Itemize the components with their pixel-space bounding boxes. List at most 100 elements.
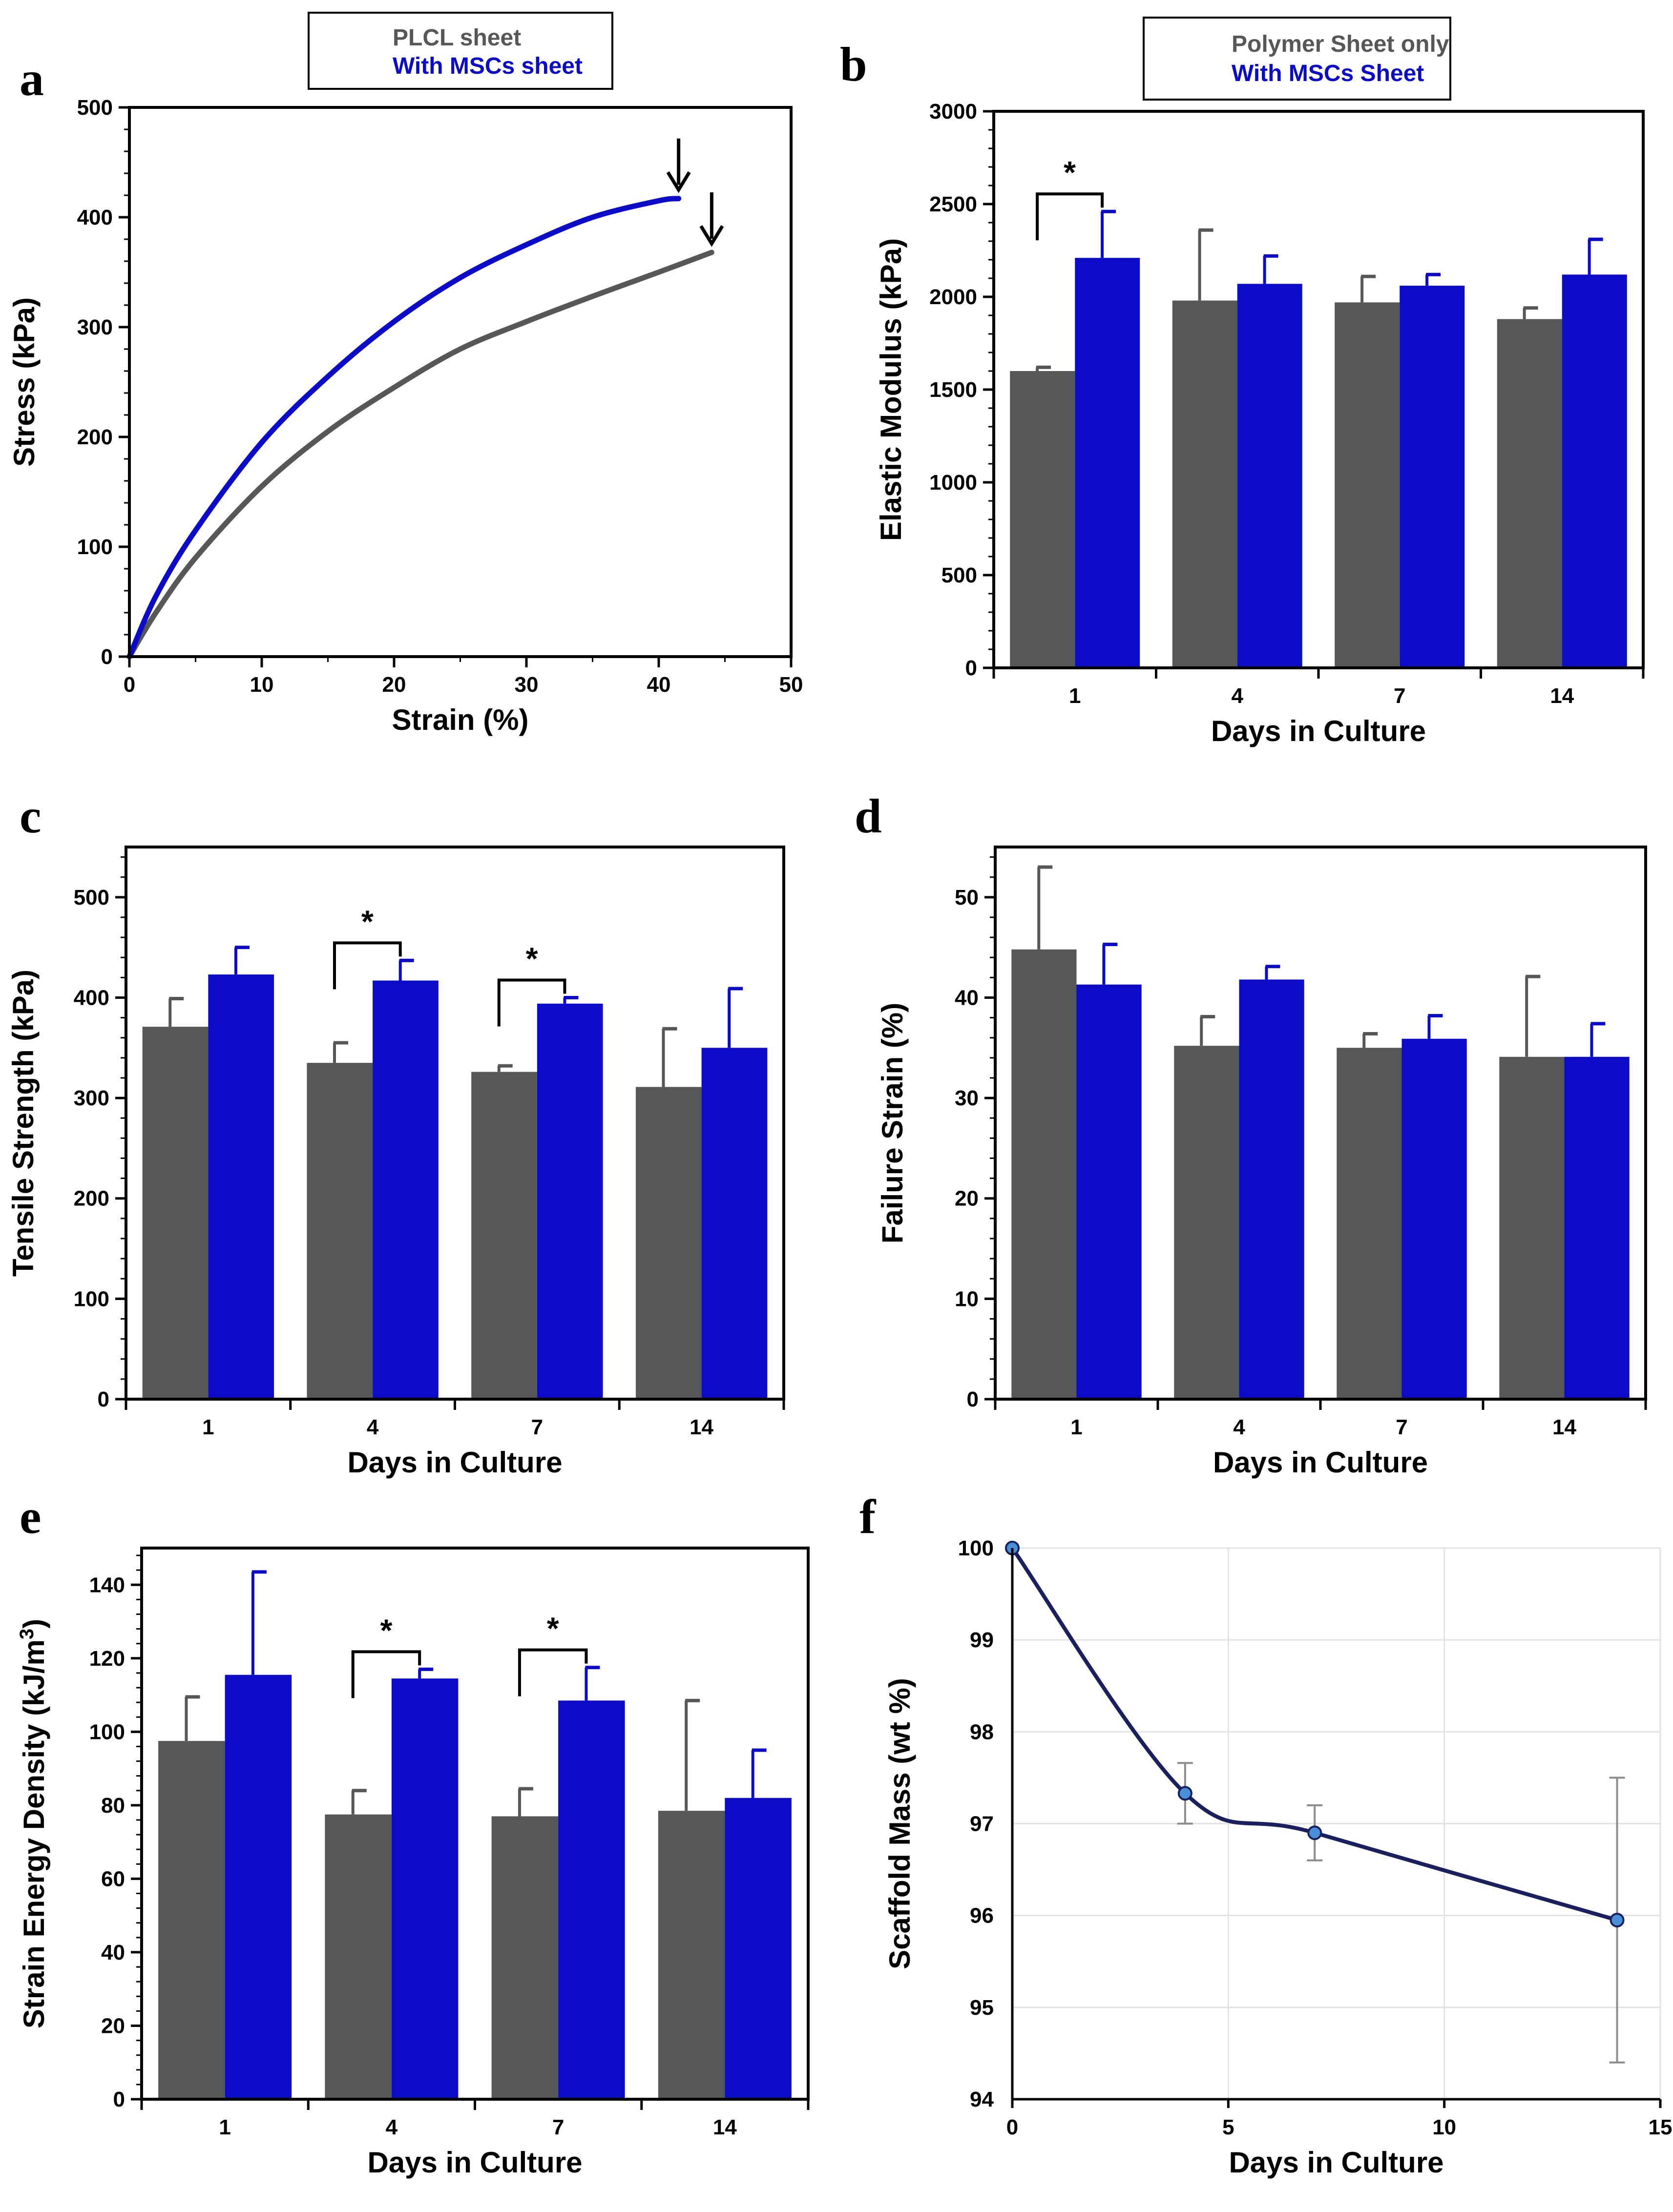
y-tick-label: 200 [77, 425, 113, 449]
line-with-mscs-sheet [126, 196, 682, 660]
bar-mscs-day-14 [701, 1048, 768, 1399]
y-tick-label: 20 [101, 2014, 125, 2038]
y-tick-label: 97 [970, 1812, 994, 1836]
bar-mscs-day-14 [1564, 1056, 1630, 1399]
bar-polymer-day-1 [1011, 949, 1077, 1399]
y-tick-label: 2500 [929, 192, 977, 216]
y-tick-label: 50 [955, 886, 979, 910]
x-tick-label: 7 [552, 2115, 564, 2139]
y-tick-label: 500 [941, 563, 977, 587]
legend-label: PLCL sheet [393, 25, 521, 51]
data-point-day-4 [1177, 1786, 1192, 1801]
y-tick-label: 96 [970, 1904, 994, 1928]
x-tick-label: 1 [202, 1415, 214, 1439]
y-tick-label: 99 [970, 1628, 994, 1652]
x-tick-label: 7 [1394, 684, 1405, 708]
panel-letter-a: a [20, 52, 44, 106]
bar-mscs-day-1 [1076, 984, 1142, 1399]
x-tick-label: 14 [1552, 1415, 1576, 1439]
panel-letter-d: d [855, 789, 882, 843]
bar-mscs-day-7 [537, 1003, 603, 1399]
significance-star: * [1064, 155, 1076, 190]
x-tick-label: 4 [367, 1415, 379, 1439]
bar-polymer-day-14 [1497, 319, 1562, 668]
y-tick-label: 400 [77, 206, 113, 229]
legend-box-b [1143, 17, 1451, 101]
y-tick-label: 2000 [929, 285, 977, 309]
x-tick-label: 15 [1649, 2115, 1673, 2139]
line-plcl-sheet [126, 249, 714, 660]
x-tick-label: 10 [1432, 2115, 1456, 2139]
panel-f-ylabel: Scaffold Mass (wt %) [883, 1678, 916, 1969]
y-tick-label: 140 [89, 1573, 125, 1597]
bar-mscs-day-1 [1075, 258, 1140, 668]
y-tick-label: 0 [113, 2088, 125, 2111]
x-tick-label: 1 [219, 2115, 230, 2139]
y-tick-label: 500 [77, 96, 113, 120]
bar-polymer-day-14 [658, 1811, 725, 2099]
panel-f-xlabel: Days in Culture [1229, 2146, 1443, 2179]
y-tick-label: 60 [101, 1867, 125, 1891]
panel-letter-c: c [20, 789, 41, 843]
y-tick-label: 300 [74, 1086, 109, 1110]
bar-polymer-day-4 [1172, 300, 1237, 668]
bar-polymer-day-7 [471, 1072, 537, 1399]
x-tick-label: 14 [690, 1415, 713, 1439]
legend-box-a [308, 12, 613, 90]
ylabel-end: ) [18, 1619, 50, 1629]
panel-b-ylabel: Elastic Modulus (kPa) [875, 238, 907, 541]
x-tick-label: 4 [1232, 684, 1244, 708]
x-tick-label: 1 [1070, 1415, 1082, 1439]
scaffold-mass-line [1010, 1547, 1618, 1922]
y-tick-label: 80 [101, 1794, 125, 1818]
panel-a-xlabel: Strain (%) [392, 703, 528, 736]
significance-bracket [497, 978, 566, 1027]
legend-label: With MSCs Sheet [1232, 61, 1424, 86]
panel-e-ylabel: Strain Energy Density (kJ/m3) [16, 1619, 50, 2028]
y-tick-label: 3000 [929, 100, 977, 124]
y-tick-label: 100 [958, 1536, 994, 1560]
bar-polymer-day-4 [307, 1063, 373, 1399]
y-tick-label: 100 [89, 1720, 125, 1744]
panel-letter-f: f [859, 1489, 877, 1544]
significance-star: * [361, 904, 374, 939]
significance-star: * [526, 941, 538, 976]
x-tick-label: 1 [1069, 684, 1081, 708]
panel-b-xlabel: Days in Culture [1211, 715, 1426, 747]
x-tick-label: 10 [250, 673, 274, 697]
x-tick-label: 0 [1006, 2115, 1018, 2139]
y-tick-label: 94 [970, 2088, 994, 2111]
x-tick-label: 4 [386, 2115, 398, 2139]
y-tick-label: 40 [955, 986, 979, 1010]
panel-a-ylabel: Stress (kPa) [8, 297, 41, 467]
bar-polymer-day-1 [158, 1741, 225, 2099]
bar-mscs-day-1 [225, 1675, 292, 2099]
significance-bracket [518, 1648, 588, 1696]
y-tick-label: 500 [74, 886, 109, 910]
y-tick-label: 300 [77, 315, 113, 339]
bar-mscs-day-7 [1401, 1038, 1467, 1399]
y-tick-label: 120 [89, 1647, 125, 1671]
y-tick-label: 400 [74, 986, 109, 1010]
bar-mscs-day-14 [725, 1798, 792, 2099]
bar-polymer-day-7 [1337, 1048, 1402, 1399]
x-tick-label: 14 [1550, 684, 1574, 708]
bar-mscs-day-4 [373, 980, 439, 1399]
significance-star: * [380, 1612, 393, 1648]
x-tick-label: 5 [1222, 2115, 1234, 2139]
panel-a-frame [128, 106, 793, 658]
bar-polymer-day-14 [1499, 1056, 1565, 1399]
panel-d-ylabel: Failure Strain (%) [876, 1003, 909, 1243]
legend-label: With MSCs sheet [393, 53, 583, 79]
bar-polymer-day-4 [1174, 1046, 1239, 1399]
data-point-day-14 [1610, 1913, 1625, 1928]
significance-star: * [547, 1611, 559, 1646]
x-tick-label: 20 [382, 673, 406, 697]
y-tick-label: 100 [77, 535, 113, 559]
panel-letter-b: b [840, 37, 867, 91]
x-tick-label: 50 [779, 673, 803, 697]
x-tick-label: 7 [531, 1415, 543, 1439]
bar-mscs-day-14 [1562, 274, 1627, 668]
bar-polymer-day-7 [1335, 302, 1400, 668]
bar-mscs-day-4 [391, 1678, 459, 2099]
